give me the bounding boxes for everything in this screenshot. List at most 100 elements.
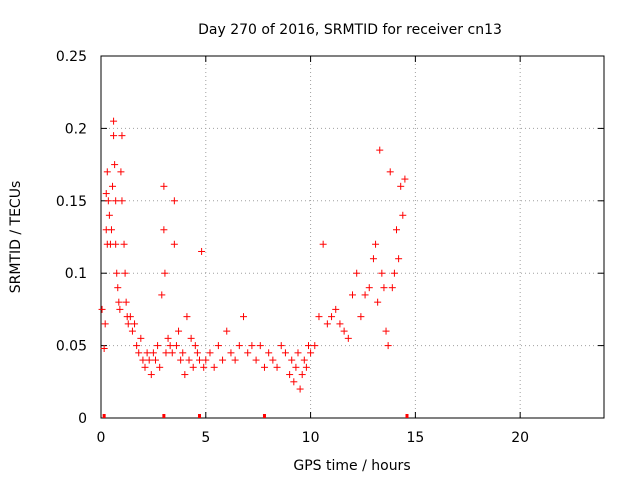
data-point: [126, 313, 134, 321]
data-point: [143, 349, 151, 357]
data-point: [131, 320, 139, 328]
data-point: [112, 240, 120, 248]
data-point: [107, 226, 115, 234]
data-point: [353, 269, 361, 277]
data-point: [160, 182, 168, 190]
data-point: [128, 327, 136, 335]
data-point: [193, 349, 201, 357]
data-point: [281, 349, 289, 357]
data-point: [110, 132, 118, 140]
data-point: [401, 175, 409, 183]
data-point: [121, 269, 129, 277]
data-point: [397, 182, 405, 190]
data-point: [286, 371, 294, 379]
data-point: [384, 342, 392, 350]
data-point: [395, 255, 403, 263]
data-point: [200, 363, 208, 371]
data-point: [296, 385, 304, 393]
data-point: [187, 334, 195, 342]
data-point: [170, 197, 178, 205]
data-point: [290, 378, 298, 386]
data-point: [256, 342, 264, 350]
data-point: [244, 349, 252, 357]
data-point: [185, 356, 193, 364]
data-point: [265, 349, 273, 357]
data-point: [170, 240, 178, 248]
data-point: [378, 269, 386, 277]
data-point: [219, 356, 227, 364]
data-point: [137, 334, 145, 342]
y-tick-label: 0.25: [56, 49, 87, 65]
data-point: [162, 349, 170, 357]
data-point: [141, 363, 149, 371]
data-point: [133, 342, 141, 350]
data-point: [110, 117, 118, 125]
plot-area-frame: [100, 55, 605, 419]
data-point: [399, 211, 407, 219]
data-point: [105, 211, 113, 219]
data-point: [336, 320, 344, 328]
x-tick-label: 5: [201, 430, 210, 446]
data-point: [151, 356, 159, 364]
data-point: [304, 342, 312, 350]
data-points: [98, 117, 409, 393]
data-point: [98, 305, 106, 313]
data-point: [382, 327, 390, 335]
data-point: [196, 356, 204, 364]
data-point: [102, 190, 110, 198]
data-point: [103, 168, 111, 176]
y-axis-label: SRMTID / TECUs: [8, 181, 24, 294]
axis-marker: [405, 414, 409, 418]
data-point: [210, 363, 218, 371]
data-point: [191, 342, 199, 350]
chart-title: Day 270 of 2016, SRMTID for receiver cn1…: [198, 22, 502, 38]
data-point: [357, 313, 365, 321]
data-point: [206, 349, 214, 357]
grid: [101, 56, 604, 418]
x-tick-label: 10: [302, 430, 320, 446]
data-point: [114, 284, 122, 292]
y-axis: 0 0.05 0.1 0.15 0.2 0.25: [56, 49, 604, 427]
axis-marker: [262, 414, 266, 418]
data-point: [273, 363, 281, 371]
data-point: [113, 269, 121, 277]
data-point: [240, 313, 248, 321]
data-point: [109, 182, 117, 190]
data-point: [319, 240, 327, 248]
axis-markers: [102, 414, 409, 418]
data-point: [202, 356, 210, 364]
data-point: [156, 363, 164, 371]
data-point: [101, 320, 109, 328]
data-point: [277, 342, 285, 350]
data-point: [390, 269, 398, 277]
data-point: [189, 363, 197, 371]
axis-marker: [198, 414, 202, 418]
data-point: [166, 342, 174, 350]
data-point: [160, 226, 168, 234]
data-point: [227, 349, 235, 357]
data-point: [307, 349, 315, 357]
data-point: [115, 298, 123, 306]
data-point: [323, 320, 331, 328]
data-point: [112, 197, 120, 205]
data-point: [145, 356, 153, 364]
y-tick-label: 0.15: [56, 194, 87, 210]
data-point: [269, 356, 277, 364]
data-point: [175, 327, 183, 335]
data-point: [300, 356, 308, 364]
data-point: [168, 349, 176, 357]
data-point: [118, 132, 126, 140]
x-axis: 0 5 10 15 20: [97, 56, 529, 446]
data-point: [376, 146, 384, 154]
x-tick-label: 20: [511, 430, 529, 446]
data-point: [361, 291, 369, 299]
data-point: [393, 226, 401, 234]
data-point: [344, 334, 352, 342]
data-point: [292, 363, 300, 371]
data-point: [340, 327, 348, 335]
data-point: [124, 320, 132, 328]
data-point: [183, 313, 191, 321]
y-tick-label: 0.1: [65, 266, 87, 282]
x-tick-label: 15: [406, 430, 424, 446]
